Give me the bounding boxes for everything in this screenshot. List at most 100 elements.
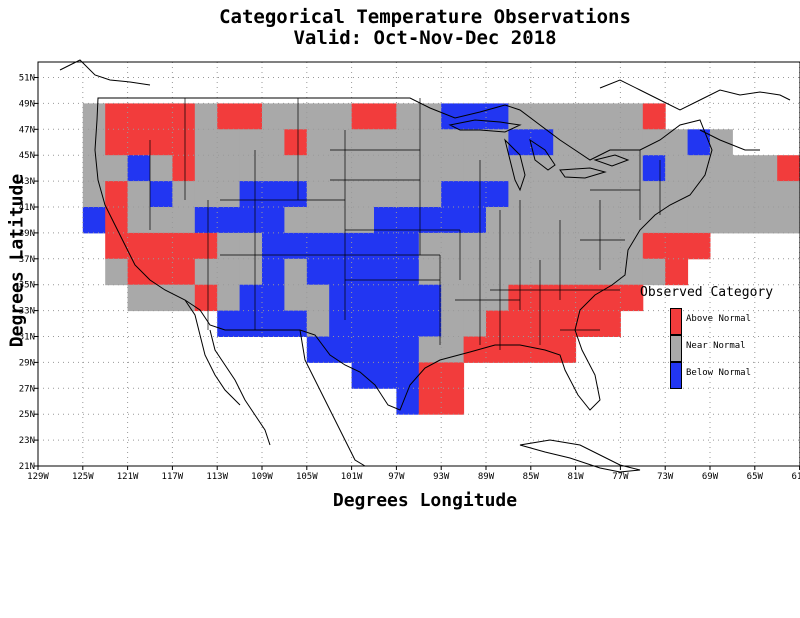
grid-cell-above bbox=[150, 103, 173, 130]
grid-cell-above bbox=[172, 258, 196, 286]
grid-cell-above bbox=[150, 258, 173, 286]
grid-cell-above bbox=[777, 155, 800, 182]
grid-cell-below bbox=[351, 232, 375, 260]
grid-cell-below bbox=[374, 336, 397, 363]
grid-cell-above bbox=[150, 129, 173, 156]
y-axis-label: Degrees Latitude bbox=[6, 173, 28, 348]
legend-label-near: Near Normal bbox=[686, 341, 746, 351]
mexico-coast bbox=[184, 299, 366, 467]
grid-cell-near bbox=[127, 181, 151, 208]
grid-cell-near bbox=[553, 155, 577, 182]
grid-cell-above bbox=[150, 232, 173, 260]
x-tick-label: 113W bbox=[206, 472, 228, 482]
grid-cell-below bbox=[262, 181, 285, 208]
grid-cell-near bbox=[418, 336, 442, 363]
chart-title-line1: Categorical Temperature Observations bbox=[219, 6, 631, 28]
grid-cell-near bbox=[575, 207, 599, 234]
grid-cell-below bbox=[306, 336, 330, 363]
grid-cell-below bbox=[441, 207, 465, 234]
x-tick-label: 101W bbox=[341, 472, 363, 482]
y-tick-label: 49N bbox=[19, 99, 35, 109]
grid-cell-near bbox=[553, 258, 577, 286]
grid-cell-above bbox=[441, 388, 465, 415]
grid-cell-near bbox=[620, 207, 644, 234]
grid-cell-near bbox=[374, 155, 397, 182]
grid-cell-near bbox=[754, 181, 778, 208]
y-tick-label: 33N bbox=[19, 307, 35, 317]
grid-cell-near bbox=[777, 181, 800, 208]
grid-cell-near bbox=[710, 155, 733, 182]
grid-cell-near bbox=[687, 181, 711, 208]
grid-cell-below bbox=[351, 336, 375, 363]
grid-cell-above bbox=[530, 310, 554, 337]
grid-cell-above bbox=[508, 336, 532, 363]
grid-cell-below bbox=[396, 310, 420, 337]
grid-cell-near bbox=[351, 129, 375, 156]
grid-cell-below bbox=[508, 129, 532, 156]
grid-cell-above bbox=[105, 129, 129, 156]
grid-cell-near bbox=[620, 258, 644, 286]
grid-cell-above bbox=[194, 284, 218, 312]
grid-cell-near bbox=[575, 232, 599, 260]
grid-cell-above bbox=[418, 388, 442, 415]
grid-cell-above bbox=[217, 103, 241, 130]
y-tick-label: 25N bbox=[19, 410, 35, 420]
great-lakes bbox=[448, 119, 630, 192]
grid-cell-near bbox=[463, 258, 487, 286]
y-tick-label: 43N bbox=[19, 177, 35, 187]
grid-cell-near bbox=[441, 155, 465, 182]
y-tick-label: 35N bbox=[19, 281, 35, 291]
grid-cell-below bbox=[239, 207, 263, 234]
x-tick-label: 129W bbox=[27, 472, 49, 482]
grid-cell-near bbox=[441, 310, 465, 337]
grid-cell-near bbox=[732, 155, 756, 182]
grid-cell-below bbox=[262, 232, 285, 260]
grid-cell-above bbox=[127, 258, 151, 286]
grid-cell-below bbox=[194, 207, 218, 234]
grid-cell-below bbox=[262, 310, 285, 337]
grid-cell-above bbox=[598, 284, 621, 312]
grid-cell-near bbox=[530, 232, 554, 260]
grid-cell-below bbox=[418, 284, 442, 312]
grid-cell-near bbox=[418, 155, 442, 182]
grid-cell-near bbox=[418, 103, 442, 130]
grid-cell-below bbox=[127, 155, 151, 182]
grid-cell-near bbox=[306, 310, 330, 337]
grid-cell-near bbox=[150, 155, 173, 182]
grid-cell-below bbox=[217, 207, 241, 234]
coastline-outlines bbox=[59, 59, 791, 473]
grid-cell-near bbox=[239, 258, 263, 286]
grid-cell-below bbox=[530, 129, 554, 156]
grid-cell-near bbox=[262, 129, 285, 156]
grid-cell-near bbox=[284, 207, 308, 234]
grid-cell-near bbox=[217, 129, 241, 156]
grid-cell-below bbox=[351, 258, 375, 286]
grid-cell-near bbox=[329, 207, 353, 234]
grid-cell-below bbox=[374, 362, 397, 389]
grid-cell-above bbox=[127, 129, 151, 156]
grid-cell-near bbox=[598, 207, 621, 234]
grid-cell-near bbox=[172, 284, 196, 312]
grid-cell-above bbox=[575, 284, 599, 312]
grid-cell-near bbox=[620, 129, 644, 156]
grid-cell-near bbox=[665, 155, 689, 182]
grid-cell-below bbox=[351, 310, 375, 337]
grid-cell-near bbox=[598, 258, 621, 286]
grid-cell-above bbox=[620, 284, 644, 312]
grid-cell-below bbox=[463, 181, 487, 208]
grid-cell-near bbox=[150, 207, 173, 234]
y-tick-label: 51N bbox=[19, 74, 35, 84]
grid-cell-below bbox=[217, 310, 241, 337]
grid-cell-above bbox=[172, 232, 196, 260]
grid-cell-below bbox=[374, 232, 397, 260]
grid-cell-near bbox=[710, 181, 733, 208]
grid-cell-near bbox=[374, 129, 397, 156]
grid-cell-above bbox=[642, 103, 666, 130]
grid-cell-above bbox=[441, 362, 465, 389]
y-tick-label: 47N bbox=[19, 125, 35, 135]
grid-cell-near bbox=[396, 181, 420, 208]
grid-cell-above bbox=[486, 310, 509, 337]
y-tick-label: 41N bbox=[19, 203, 35, 213]
grid-cell-below bbox=[329, 284, 353, 312]
grid-cell-near bbox=[441, 129, 465, 156]
